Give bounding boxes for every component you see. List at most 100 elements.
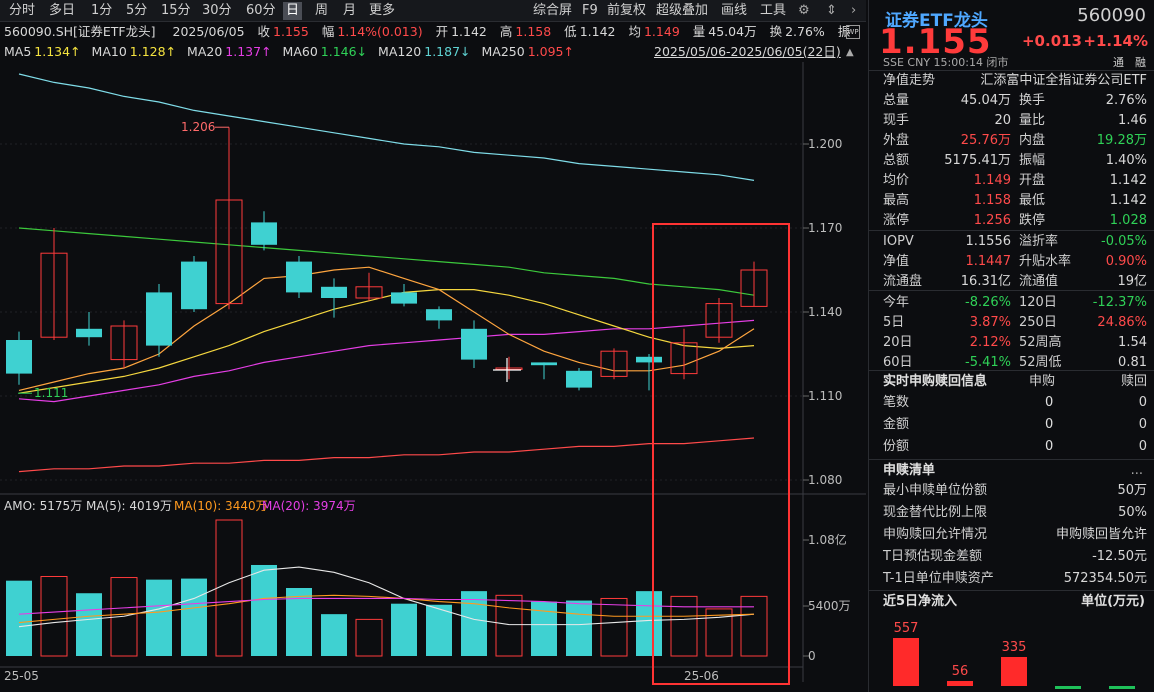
low-value: 1.142: [579, 24, 616, 39]
resize-icon[interactable]: ⇕: [826, 3, 837, 18]
period-tab[interactable]: 分时: [9, 3, 36, 18]
stat-label: 最高: [883, 193, 910, 208]
stat-value: 1.54: [1118, 335, 1147, 350]
sg-value: 0: [1045, 439, 1054, 454]
ma20-value: 1.137↑: [225, 44, 272, 59]
date-range[interactable]: 2025/05/06-2025/06/05(22日): [654, 44, 841, 59]
candle-body: [215, 199, 243, 305]
tool-button[interactable]: 综合屏: [533, 3, 573, 18]
volume-bar: [391, 603, 417, 656]
period-tab[interactable]: 30分: [202, 3, 232, 18]
list-label: 现金替代比例上限: [883, 505, 988, 520]
tool-button[interactable]: F9: [582, 3, 598, 18]
candle-body: [355, 286, 383, 299]
last-price: 1.155: [879, 22, 992, 62]
stat-label: 均价: [883, 173, 910, 188]
wp-icon[interactable]: WP: [846, 25, 860, 39]
nav-row[interactable]: 净值走势 汇添富中证全指证券公司ETF: [869, 71, 1154, 91]
stat-row: 总额 5175.41万 振幅 1.40%: [869, 151, 1154, 171]
candle-body: [146, 292, 172, 346]
stat-value: 2.76%: [1105, 93, 1147, 108]
nav-label: 净值走势: [883, 73, 936, 88]
period-tab[interactable]: 1分: [91, 3, 113, 18]
stat-row: 现手 20 量比 1.46: [869, 111, 1154, 131]
stat-label: 内盘: [1019, 133, 1046, 148]
period-tab[interactable]: 月: [343, 3, 357, 18]
period-toolbar: 分时 多日 1分 5分 15分 30分 60分日周月更多 综合屏 F9 前复权 超级叠加 画线 工具 ⚙ ⇕…: [0, 0, 866, 22]
stat-label: 60日: [883, 355, 913, 370]
tool-button[interactable]: 前复权: [607, 3, 647, 18]
sg-title: 实时申购赎回信息: [883, 374, 988, 389]
ma10-line: [18, 289, 755, 394]
volume-bar: [286, 588, 312, 656]
list-label: 申购赎回允许情况: [883, 527, 988, 542]
ma120-label: MA120: [378, 44, 422, 59]
period-tab[interactable]: 周: [315, 3, 329, 18]
stat-row: 最高 1.158 最低 1.142: [869, 191, 1154, 211]
volume-tick-label: 0: [808, 649, 816, 663]
range-arrow-icon[interactable]: ▲: [846, 47, 854, 58]
stat-row: 净值 1.1447 升贴水率 0.90%: [869, 252, 1154, 272]
candle-body: [76, 328, 102, 338]
vol-value: 45.04万: [708, 24, 757, 39]
quote-panel: 证券ETF龙头 560090 1.155 +0.013 +1.14% SSE C…: [868, 0, 1154, 692]
turn-value: 2.76%: [785, 24, 825, 39]
fund-full-name: 汇添富中证全指证券公司ETF: [980, 73, 1147, 88]
volume-bar: [251, 564, 277, 656]
stat-value: 1.1556: [965, 234, 1012, 249]
stat-value: 16.31亿: [960, 274, 1011, 289]
period-tab[interactable]: 多日: [49, 3, 76, 18]
stat-label: 涨停: [883, 213, 910, 228]
close-label: 收: [257, 24, 271, 39]
ma20-label: MA20: [187, 44, 223, 59]
period-tab[interactable]: 60分: [246, 3, 276, 18]
amo-label: MA(20): 3974万: [262, 499, 356, 513]
tool-button[interactable]: 工具: [760, 3, 787, 18]
price-tick-label: 1.080: [808, 473, 842, 487]
high-value: 1.158: [515, 24, 552, 39]
open-label: 开: [435, 24, 449, 39]
list-label: 最小申赎单位份额: [883, 483, 988, 498]
stat-row: 今年 -8.26% 120日 -12.37%: [869, 293, 1154, 313]
period-tab[interactable]: 5分: [126, 3, 148, 18]
volume-bar: [426, 604, 452, 656]
period-tab[interactable]: 日: [283, 2, 303, 20]
sg-header: 实时申购赎回信息 申购 赎回: [869, 372, 1154, 392]
candle-body: [251, 222, 277, 245]
flow-title: 近5日净流入: [883, 594, 958, 609]
candle-body: [110, 325, 138, 361]
flow-bar: [893, 638, 919, 686]
ma5-line: [18, 266, 755, 391]
fund-title: 证券ETF龙头: [885, 11, 988, 31]
stat-label: 换手: [1019, 93, 1046, 108]
list-row: T日预估现金差额 -12.50元: [869, 547, 1154, 567]
list-header: 申赎清单 ...: [869, 461, 1154, 481]
volume-tick-label: 1.08亿: [808, 532, 847, 547]
divider: [869, 459, 1154, 460]
gear-icon[interactable]: ⚙: [798, 3, 810, 18]
list-value: 申购赎回皆允许: [1055, 527, 1147, 542]
low-label: 低: [564, 24, 577, 39]
chevron-right-icon[interactable]: ›: [851, 3, 857, 18]
stat-value: 1.158: [973, 193, 1011, 208]
candle-body: [636, 356, 662, 363]
stat-label: 溢折率: [1019, 234, 1059, 249]
period-tab[interactable]: 15分: [161, 3, 191, 18]
stat-label: 净值: [883, 254, 910, 269]
candle-body: [40, 252, 68, 338]
more-icon[interactable]: ...: [1130, 463, 1143, 478]
tool-button[interactable]: 画线: [721, 3, 748, 18]
stat-row: 20日 2.12% 52周高 1.54: [869, 333, 1154, 353]
kline-chart[interactable]: 1.200 1.170 1.140 1.110 1.080 1.08亿 5400万 0 AMO:…: [0, 62, 866, 692]
period-tab[interactable]: 更多: [369, 3, 396, 18]
ma10-value: 1.128↑: [129, 44, 177, 59]
ma60-label: MA60: [282, 44, 318, 59]
tool-button[interactable]: 超级叠加: [656, 3, 709, 18]
stat-label: 现手: [883, 113, 910, 128]
stat-row: IOPV 1.1556 溢折率 -0.05%: [869, 232, 1154, 252]
sg-col2: 赎回: [1120, 374, 1147, 389]
stat-label: 总额: [883, 153, 910, 168]
volume-tick-label: 5400万: [808, 599, 851, 613]
stat-value: 1.142: [1109, 173, 1147, 188]
price-tick-label: 1.140: [808, 305, 842, 319]
